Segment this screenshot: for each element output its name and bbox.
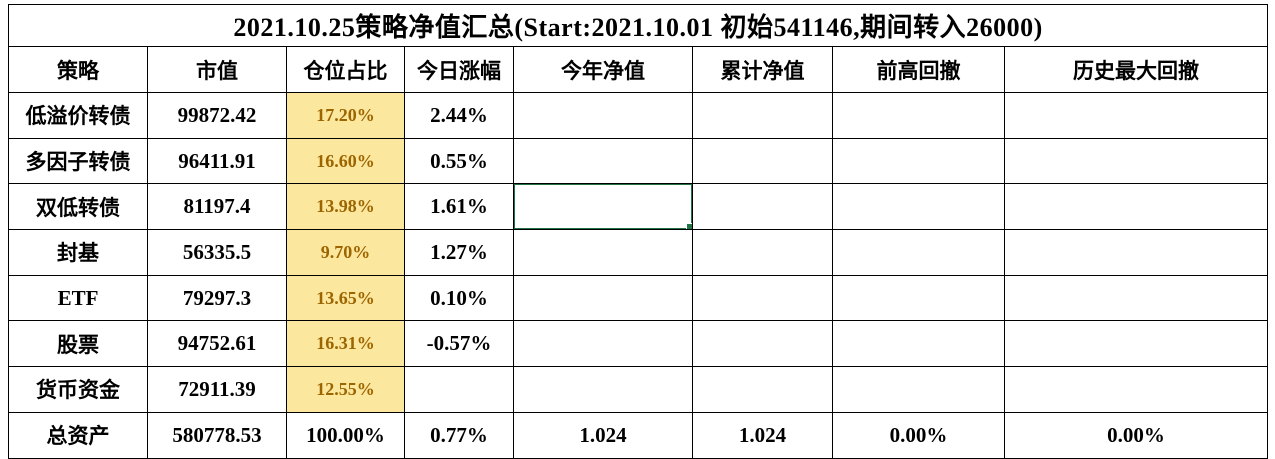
cell-max-drawdown[interactable] bbox=[1003, 274, 1269, 322]
summary-table: 2021.10.25策略净值汇总(Start:2021.10.01 初始5411… bbox=[7, 4, 1269, 459]
cell-cum-nav[interactable] bbox=[692, 229, 833, 276]
cell-position-pct[interactable]: 16.31% bbox=[286, 320, 405, 368]
col-header-ytd-nav[interactable]: 今年净值 bbox=[513, 46, 693, 93]
cell-market-value[interactable]: 72911.39 bbox=[147, 366, 287, 413]
cell-cum-nav[interactable] bbox=[692, 274, 833, 322]
cell-today-change[interactable]: 2.44% bbox=[404, 92, 514, 139]
cell-prev-high-drawdown[interactable] bbox=[832, 320, 1005, 368]
table-row: 股票 94752.61 16.31% -0.57% bbox=[8, 320, 1269, 368]
selected-cell[interactable] bbox=[513, 183, 693, 231]
table-row: 货币资金 72911.39 12.55% bbox=[8, 366, 1269, 413]
cell-strategy[interactable]: ETF bbox=[8, 274, 148, 322]
col-header-position-pct[interactable]: 仓位占比 bbox=[286, 46, 405, 93]
cell-today-change[interactable]: 1.61% bbox=[404, 183, 514, 231]
cell-prev-high-drawdown[interactable] bbox=[832, 137, 1005, 185]
cell-ytd-nav[interactable] bbox=[513, 366, 693, 413]
cell-prev-high-drawdown[interactable]: 0.00% bbox=[832, 411, 1005, 459]
col-header-cum-nav[interactable]: 累计净值 bbox=[692, 46, 833, 93]
cell-today-change[interactable]: 0.77% bbox=[404, 411, 514, 459]
cell-ytd-nav[interactable] bbox=[513, 274, 693, 322]
cell-position-pct[interactable]: 100.00% bbox=[286, 411, 405, 459]
cell-position-pct[interactable]: 13.65% bbox=[286, 274, 405, 322]
table-row: 低溢价转债 99872.42 17.20% 2.44% bbox=[8, 92, 1269, 139]
cell-market-value[interactable]: 56335.5 bbox=[147, 229, 287, 276]
col-header-market-value[interactable]: 市值 bbox=[147, 46, 287, 93]
fill-handle[interactable] bbox=[686, 223, 692, 229]
cell-position-pct[interactable]: 12.55% bbox=[286, 366, 405, 413]
cell-today-change[interactable] bbox=[404, 366, 514, 413]
cell-prev-high-drawdown[interactable] bbox=[832, 92, 1005, 139]
title-row: 2021.10.25策略净值汇总(Start:2021.10.01 初始5411… bbox=[7, 4, 1269, 47]
col-header-today-change[interactable]: 今日涨幅 bbox=[404, 46, 514, 93]
cell-ytd-nav[interactable] bbox=[513, 229, 693, 276]
cell-today-change[interactable]: -0.57% bbox=[404, 320, 514, 368]
cell-cum-nav[interactable] bbox=[692, 92, 833, 139]
col-header-max-drawdown[interactable]: 历史最大回撤 bbox=[1003, 46, 1269, 93]
cell-prev-high-drawdown[interactable] bbox=[832, 366, 1005, 413]
cell-max-drawdown[interactable] bbox=[1003, 183, 1269, 231]
cell-position-pct[interactable]: 13.98% bbox=[286, 183, 405, 231]
table-row: 多因子转债 96411.91 16.60% 0.55% bbox=[8, 137, 1269, 185]
cell-strategy[interactable]: 股票 bbox=[8, 320, 148, 368]
cell-max-drawdown[interactable]: 0.00% bbox=[1003, 411, 1269, 459]
cell-strategy[interactable]: 总资产 bbox=[8, 411, 148, 459]
cell-cum-nav[interactable] bbox=[692, 137, 833, 185]
header-row: 策略 市值 仓位占比 今日涨幅 今年净值 累计净值 前高回撤 历史最大回撤 bbox=[8, 46, 1269, 93]
cell-prev-high-drawdown[interactable] bbox=[832, 229, 1005, 276]
table-row: ETF 79297.3 13.65% 0.10% bbox=[8, 274, 1269, 322]
cell-position-pct[interactable]: 16.60% bbox=[286, 137, 405, 185]
cell-max-drawdown[interactable] bbox=[1003, 229, 1269, 276]
cell-strategy[interactable]: 低溢价转债 bbox=[8, 92, 148, 139]
cell-strategy[interactable]: 货币资金 bbox=[8, 366, 148, 413]
cell-position-pct[interactable]: 17.20% bbox=[286, 92, 405, 139]
cell-market-value[interactable]: 79297.3 bbox=[147, 274, 287, 322]
cell-ytd-nav[interactable] bbox=[513, 320, 693, 368]
cell-strategy[interactable]: 多因子转债 bbox=[8, 137, 148, 185]
total-row: 总资产 580778.53 100.00% 0.77% 1.024 1.024 … bbox=[8, 411, 1269, 459]
cell-cum-nav[interactable] bbox=[692, 320, 833, 368]
cell-max-drawdown[interactable] bbox=[1003, 92, 1269, 139]
cell-cum-nav[interactable] bbox=[692, 366, 833, 413]
cell-today-change[interactable]: 0.55% bbox=[404, 137, 514, 185]
cell-today-change[interactable]: 0.10% bbox=[404, 274, 514, 322]
cell-strategy[interactable]: 封基 bbox=[8, 229, 148, 276]
table-row: 封基 56335.5 9.70% 1.27% bbox=[8, 229, 1269, 276]
cell-market-value[interactable]: 94752.61 bbox=[147, 320, 287, 368]
cell-ytd-nav[interactable] bbox=[513, 137, 693, 185]
cell-cum-nav[interactable] bbox=[692, 183, 833, 231]
cell-ytd-nav[interactable] bbox=[513, 92, 693, 139]
cell-prev-high-drawdown[interactable] bbox=[832, 274, 1005, 322]
cell-max-drawdown[interactable] bbox=[1003, 137, 1269, 185]
cell-strategy[interactable]: 双低转债 bbox=[8, 183, 148, 231]
cell-market-value[interactable]: 580778.53 bbox=[147, 411, 287, 459]
cell-position-pct[interactable]: 9.70% bbox=[286, 229, 405, 276]
col-header-prev-high-drawdown[interactable]: 前高回撤 bbox=[832, 46, 1005, 93]
cell-prev-high-drawdown[interactable] bbox=[832, 183, 1005, 231]
col-header-strategy[interactable]: 策略 bbox=[8, 46, 148, 93]
cell-max-drawdown[interactable] bbox=[1003, 366, 1269, 413]
cell-max-drawdown[interactable] bbox=[1003, 320, 1269, 368]
cell-ytd-nav[interactable]: 1.024 bbox=[513, 411, 693, 459]
cell-cum-nav[interactable]: 1.024 bbox=[692, 411, 833, 459]
cell-market-value[interactable]: 99872.42 bbox=[147, 92, 287, 139]
table-title[interactable]: 2021.10.25策略净值汇总(Start:2021.10.01 初始5411… bbox=[7, 4, 1269, 47]
cell-market-value[interactable]: 96411.91 bbox=[147, 137, 287, 185]
cell-market-value[interactable]: 81197.4 bbox=[147, 183, 287, 231]
table-row: 双低转债 81197.4 13.98% 1.61% bbox=[8, 183, 1269, 231]
cell-today-change[interactable]: 1.27% bbox=[404, 229, 514, 276]
